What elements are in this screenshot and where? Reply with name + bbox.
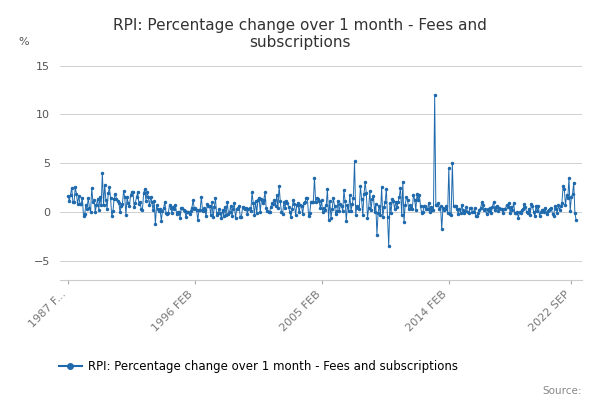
Text: RPI: Percentage change over 1 month - Fees and
subscriptions: RPI: Percentage change over 1 month - Fe… <box>113 18 487 50</box>
Text: Source:: Source: <box>542 386 582 396</box>
Text: %: % <box>18 37 29 47</box>
Legend: RPI: Percentage change over 1 month - Fees and subscriptions: RPI: Percentage change over 1 month - Fe… <box>54 356 463 378</box>
